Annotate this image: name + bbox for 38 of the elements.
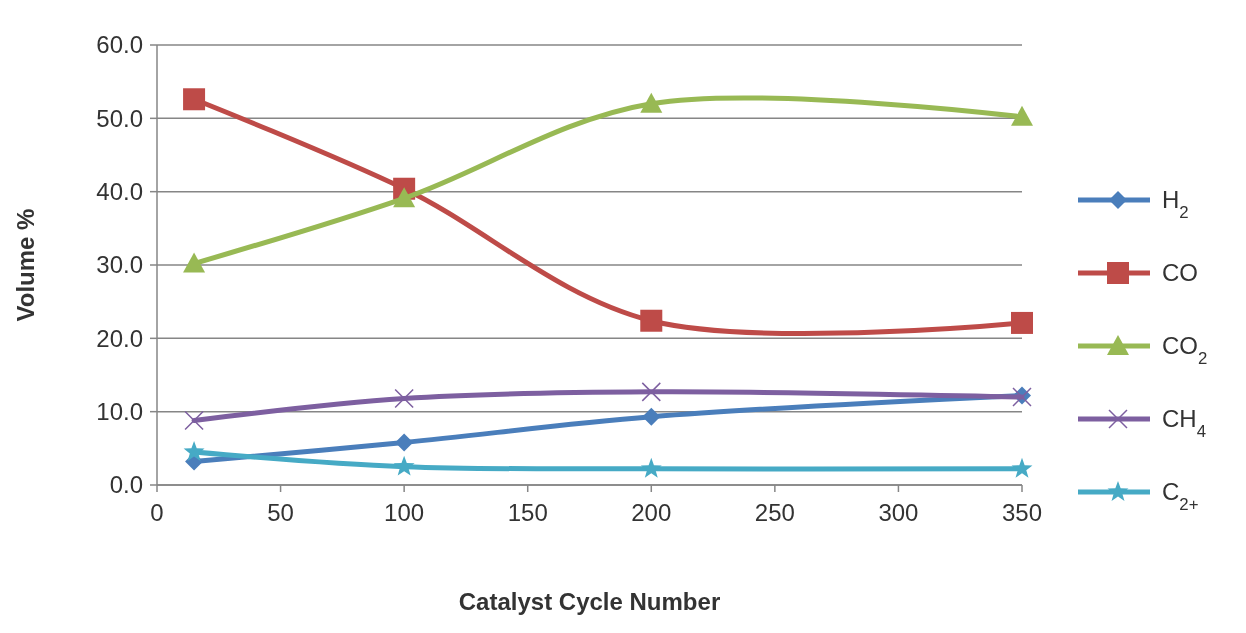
point <box>1011 105 1033 126</box>
x-tick-label: 0 <box>150 499 164 526</box>
point <box>184 410 204 431</box>
y-tick-label: 20.0 <box>96 324 143 352</box>
x-tick-label: 200 <box>631 499 672 526</box>
y-tick-label: 40.0 <box>96 178 143 206</box>
point <box>1011 311 1033 334</box>
point <box>641 382 662 402</box>
point <box>640 457 662 478</box>
legend-label: CH$_{4}$ <box>1162 405 1207 441</box>
point <box>640 309 663 332</box>
legend-label: CO <box>1162 259 1198 287</box>
point <box>394 388 414 409</box>
y-tick-label: 60.0 <box>96 31 143 59</box>
legend-label: CO$_{2}$ <box>1162 332 1208 368</box>
x-tick-label: 50 <box>267 499 294 526</box>
point <box>183 88 206 111</box>
legend-label: C$_{2+}$ <box>1162 478 1199 514</box>
x-tick-label: 150 <box>507 499 548 526</box>
x-axis-title: Catalyst Cycle Number <box>458 588 721 615</box>
y-tick-label: 0.0 <box>109 471 143 499</box>
point <box>640 92 663 113</box>
x-tick-label: 100 <box>384 499 425 526</box>
point <box>1011 457 1033 478</box>
x-tick-label: 250 <box>754 499 795 526</box>
y-tick-label: 10.0 <box>96 398 143 426</box>
point <box>393 187 416 208</box>
y-tick-label: 30.0 <box>96 251 143 279</box>
y-axis-title: Volume % <box>12 208 39 322</box>
point <box>183 252 206 273</box>
x-tick-label: 350 <box>1001 499 1043 526</box>
y-tick-label: 50.0 <box>96 104 143 132</box>
point <box>642 407 661 426</box>
legend-label: H$_{2}$ <box>1162 186 1189 222</box>
point <box>183 441 205 461</box>
point <box>395 433 414 452</box>
x-tick-label: 300 <box>878 499 919 526</box>
point <box>393 455 415 476</box>
